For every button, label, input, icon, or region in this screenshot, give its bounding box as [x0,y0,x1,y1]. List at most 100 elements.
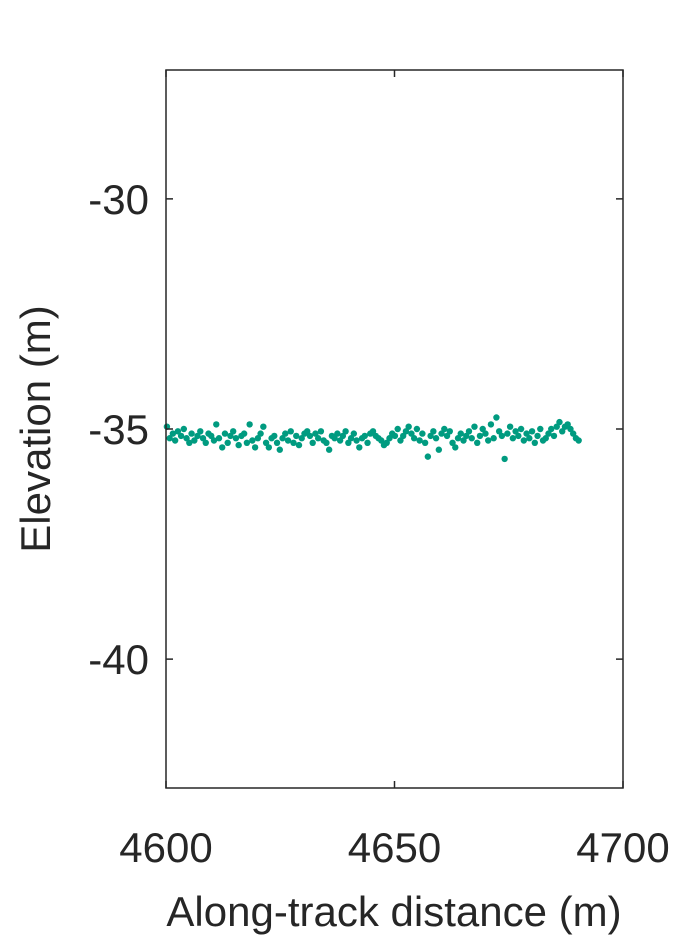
data-point [227,432,234,440]
data-point [361,432,368,440]
data-point [293,432,300,440]
y-tick-label: -35 [88,406,149,453]
data-point [493,414,500,421]
data-point [515,432,522,440]
data-point [260,423,267,430]
data-point [254,435,262,442]
data-point [504,430,511,437]
data-point [391,432,399,440]
data-point [446,428,453,435]
data-point [271,432,278,440]
data-point [194,432,201,440]
data-point [369,428,377,435]
data-point [517,425,525,433]
data-point [531,439,538,447]
y-tick-label: -30 [88,176,149,223]
data-point [528,428,536,435]
data-point [169,430,177,437]
data-point [347,435,355,442]
data-point [282,430,289,437]
data-point [353,437,360,444]
data-point [410,435,418,442]
data-point [364,439,371,447]
data-point [183,435,190,442]
data-point [188,430,195,437]
data-point [213,421,220,428]
data-point [471,423,478,430]
data-point [210,437,218,444]
data-point [191,437,198,444]
data-point [298,435,305,442]
data-points [163,414,582,463]
data-point [559,428,566,435]
data-point [424,453,432,460]
data-point [534,432,541,440]
data-point [273,439,281,447]
data-point [465,428,473,435]
data-point [312,430,319,437]
data-point [484,437,492,444]
data-point [575,437,582,444]
data-point [512,428,519,435]
data-point [452,444,459,451]
data-point [295,441,303,449]
data-point [221,430,229,437]
data-point [564,421,571,428]
data-point [276,446,283,453]
data-point [520,437,528,444]
data-point [287,428,294,435]
x-tick-label: 4700 [576,824,669,871]
data-point [474,439,481,447]
data-point [449,439,456,447]
data-point [224,439,231,447]
data-point [430,428,437,435]
data-point [454,435,462,442]
data-point [441,425,448,433]
data-point [463,432,470,440]
data-point [345,439,352,447]
data-point [309,439,316,447]
data-point [405,423,412,430]
data-point [419,430,426,437]
x-axis-label: Along-track distance (m) [166,888,621,935]
data-point [556,418,563,426]
data-point [262,439,270,447]
data-point [235,441,242,449]
data-point [498,432,506,440]
axes-box [165,69,624,789]
data-point [457,430,464,437]
data-point [290,439,297,447]
data-point [339,432,347,440]
y-tick-label: -40 [88,636,149,683]
y-axis-label: Elevation (m) [12,305,59,552]
data-point [356,444,363,451]
data-point [378,437,385,444]
data-point [413,425,421,433]
data-point [257,430,264,437]
data-point [306,432,314,440]
data-point [397,437,404,444]
data-point [249,437,256,444]
data-point [240,430,248,437]
data-point [394,425,401,433]
data-point [229,428,237,435]
data-point [314,435,322,442]
data-point [567,425,574,433]
data-point [265,444,273,451]
data-point [304,428,311,435]
data-point [171,437,179,444]
tick-labels: 4600 4650 4700 -40 -35 -30 [88,176,669,871]
data-point [537,425,544,433]
data-point [408,430,415,437]
data-point [208,432,215,440]
data-point [199,435,207,442]
data-point [545,430,552,437]
data-point [215,435,223,442]
data-point [197,428,204,435]
data-point [468,435,475,442]
data-point [325,446,333,453]
data-point [569,430,577,437]
data-point [421,439,429,447]
data-point [323,439,330,447]
data-point [479,425,486,433]
